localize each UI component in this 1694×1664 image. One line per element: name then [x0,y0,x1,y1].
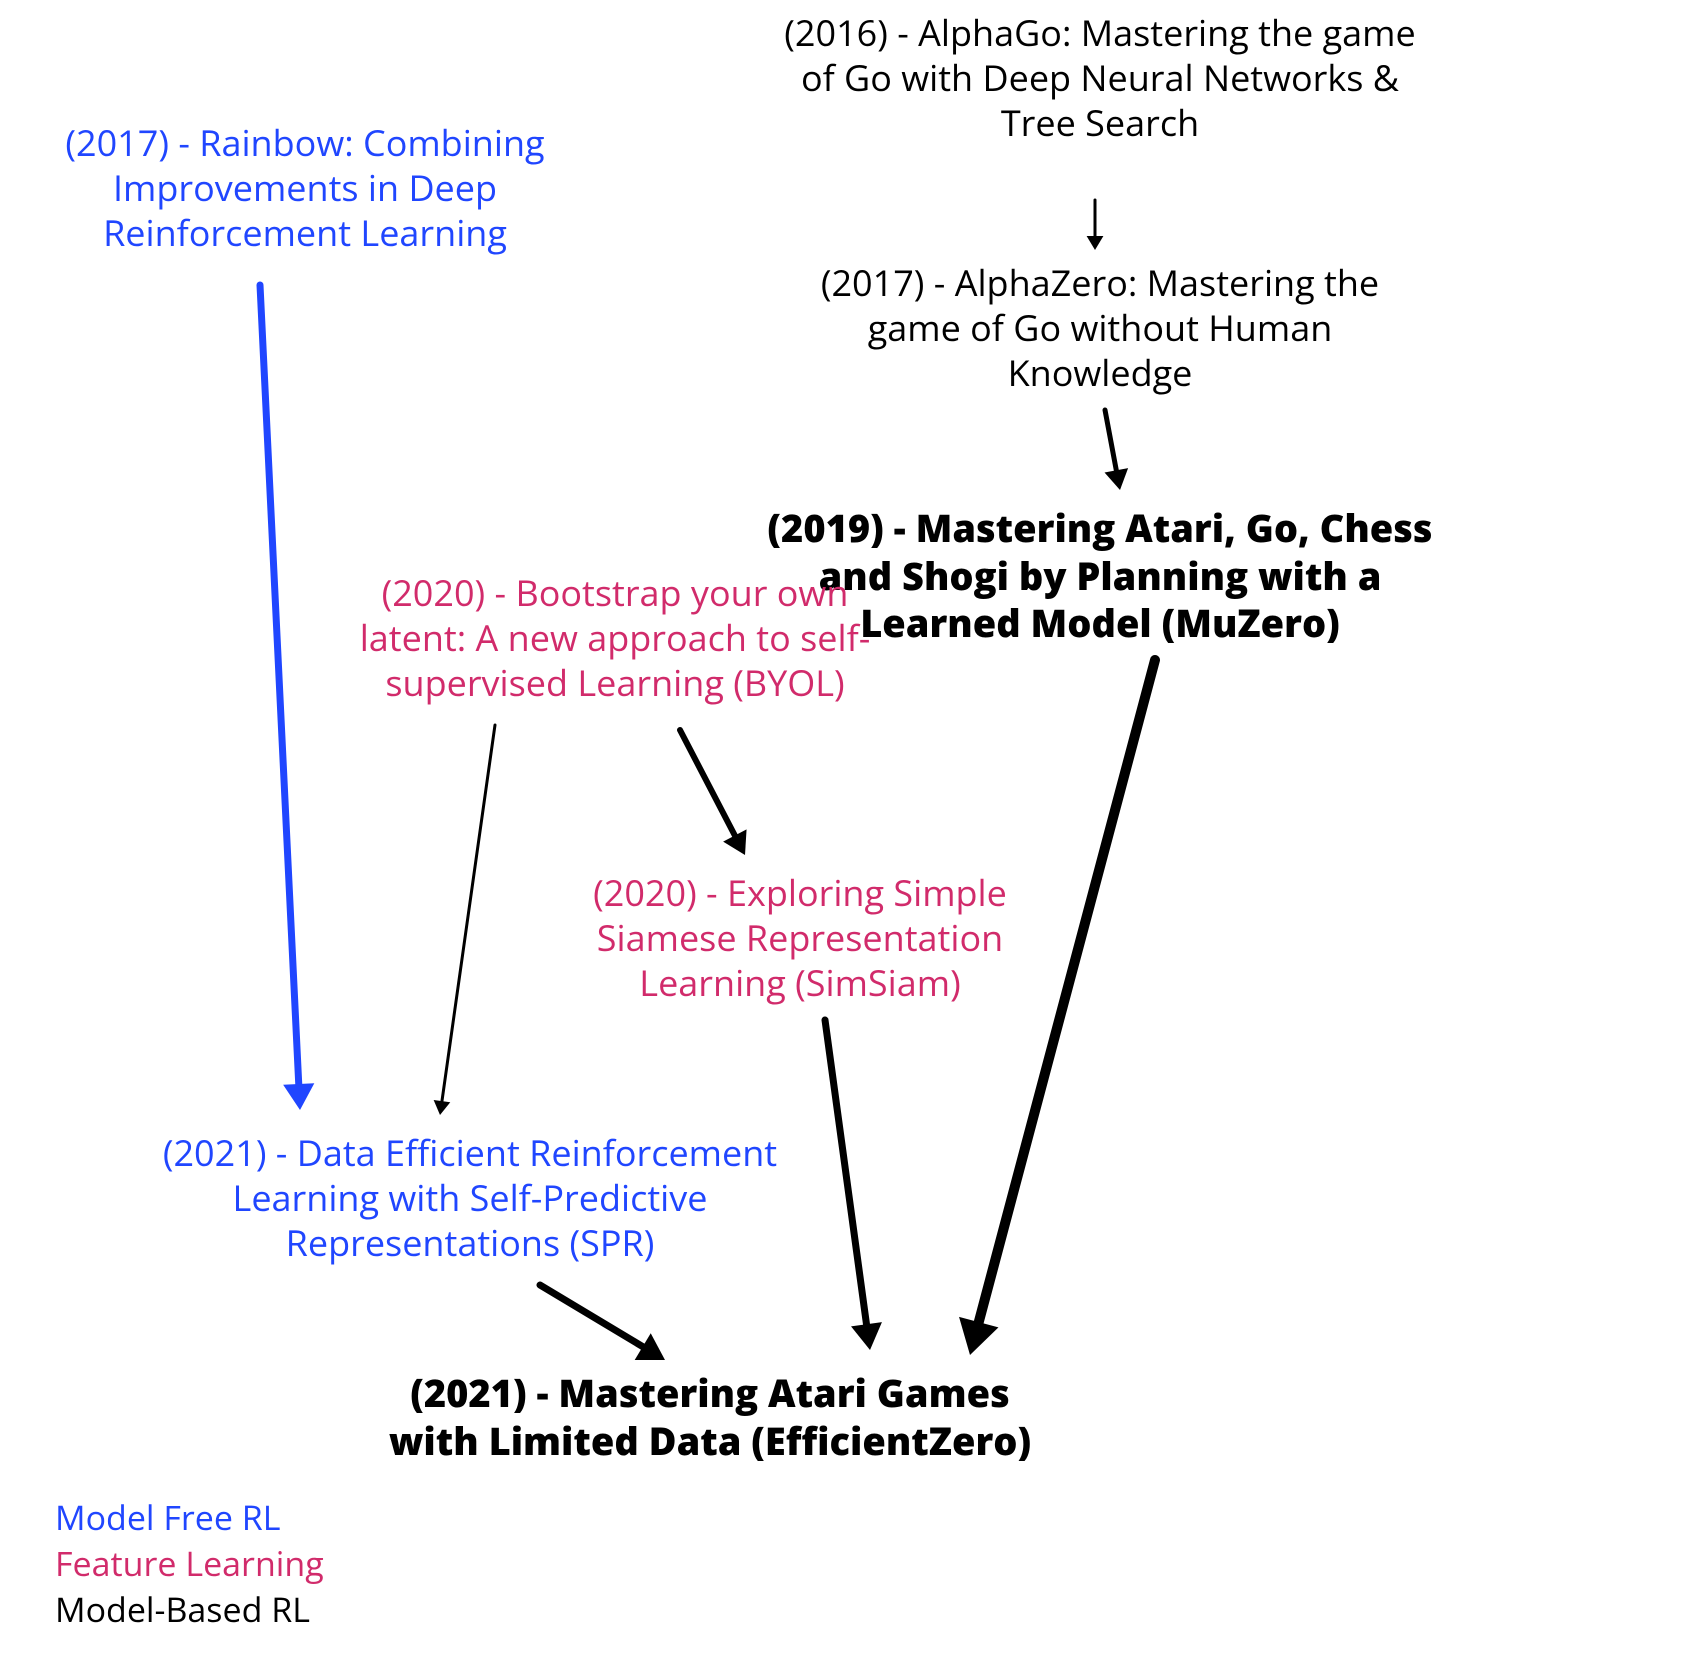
node-byol: (2020) - Bootstrap your own latent: A ne… [330,570,900,705]
arrowhead-rainbow-to-spr [283,1083,314,1110]
legend-item-model-based: Model-Based RL [55,1587,324,1633]
node-simsiam: (2020) - Exploring Simple Siamese Repres… [530,870,1070,1005]
node-spr: (2021) - Data Efficient Reinforcement Le… [150,1130,790,1265]
arrowhead-alphazero-to-muzero [1105,468,1129,490]
edge-simsiam-to-efficientzero [825,1020,866,1324]
arrowhead-byol-to-simsiam [723,829,746,855]
arrowhead-byol-to-spr [434,1100,451,1115]
legend: Model Free RL Feature Learning Model-Bas… [55,1495,324,1633]
edge-byol-to-spr [442,725,495,1101]
legend-item-feature-learning: Feature Learning [55,1541,324,1587]
edge-spr-to-efficientzero [540,1285,643,1347]
node-rainbow: (2017) - Rainbow: Combining Improvements… [45,120,565,255]
edge-byol-to-simsiam [680,730,735,835]
arrowhead-simsiam-to-efficientzero [851,1322,882,1350]
node-alphazero: (2017) - AlphaZero: Mastering the game o… [800,260,1400,395]
arrowhead-muzero-to-efficientzero [959,1317,998,1355]
diagram-canvas: (2017) - Rainbow: Combining Improvements… [0,0,1694,1664]
arrowhead-alphago-to-alphazero [1087,236,1104,250]
edge-alphazero-to-muzero [1105,410,1116,470]
node-alphago: (2016) - AlphaGo: Mastering the game of … [780,10,1420,145]
arrowhead-spr-to-efficientzero [635,1333,665,1360]
node-efficientzero: (2021) - Mastering Atari Games with Limi… [370,1370,1050,1465]
legend-item-model-free: Model Free RL [55,1495,324,1541]
edge-rainbow-to-spr [260,285,299,1084]
